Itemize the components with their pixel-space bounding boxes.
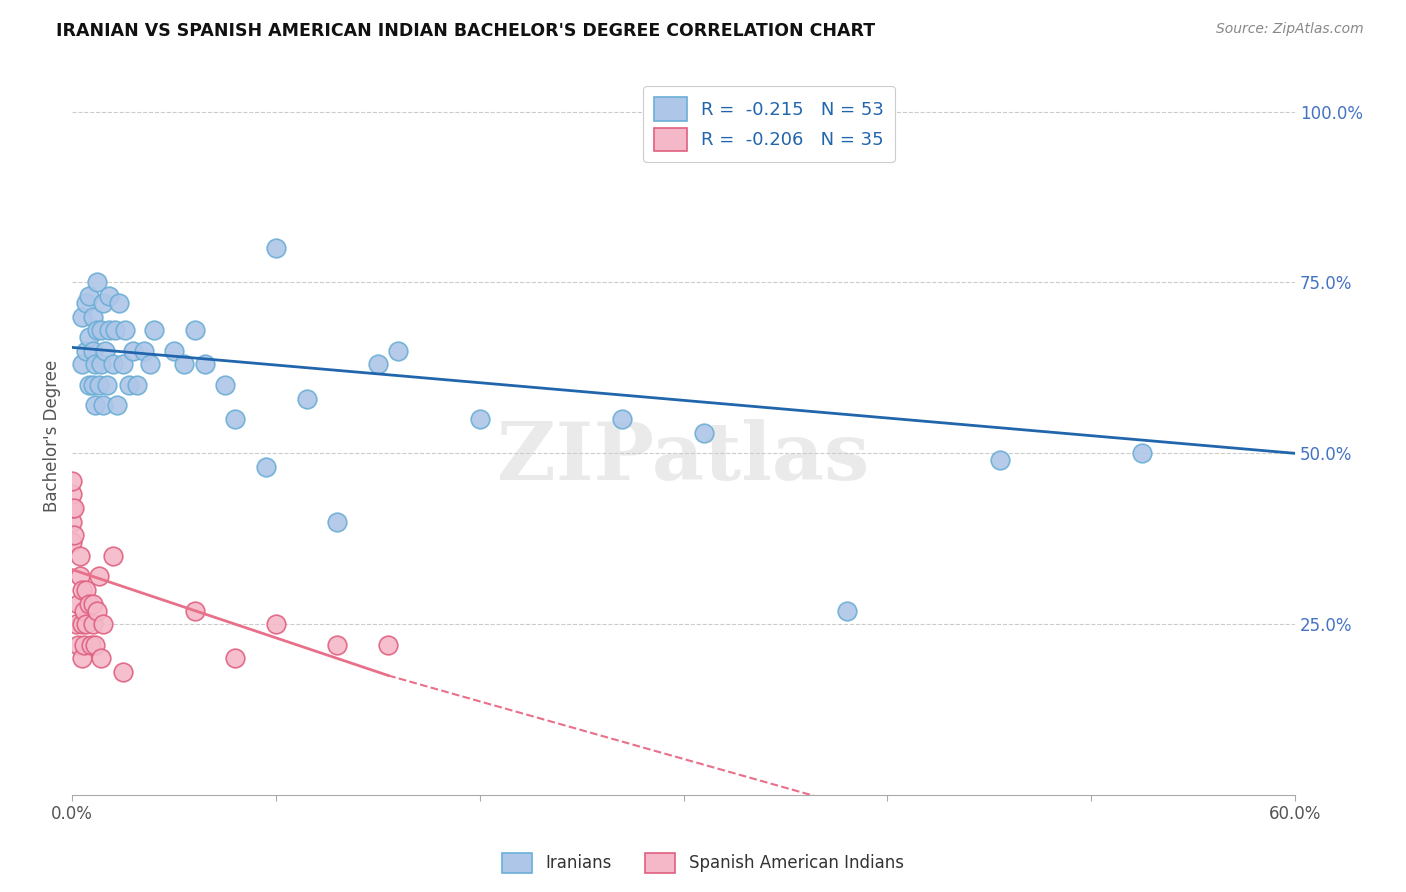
- Point: [468, 412, 491, 426]
- Point: [138, 358, 160, 372]
- Point: [264, 241, 287, 255]
- Point: [77, 330, 100, 344]
- Point: [67, 638, 90, 652]
- Point: [76, 582, 98, 597]
- Point: [63, 528, 86, 542]
- Point: [612, 412, 634, 426]
- Point: [82, 310, 104, 324]
- Point: [183, 323, 205, 337]
- Point: [76, 343, 98, 358]
- Point: [142, 323, 165, 337]
- Point: [183, 603, 205, 617]
- Point: [67, 597, 90, 611]
- Point: [118, 378, 141, 392]
- Point: [194, 358, 217, 372]
- Point: [69, 549, 91, 563]
- Text: ZIPatlas: ZIPatlas: [498, 418, 870, 497]
- Point: [76, 296, 98, 310]
- Point: [94, 343, 117, 358]
- Text: Source: ZipAtlas.com: Source: ZipAtlas.com: [1216, 22, 1364, 37]
- Point: [835, 603, 858, 617]
- Point: [988, 453, 1011, 467]
- Point: [65, 617, 87, 632]
- Legend: Iranians, Spanish American Indians: Iranians, Spanish American Indians: [496, 847, 910, 880]
- Point: [91, 617, 114, 632]
- Point: [76, 617, 98, 632]
- Point: [91, 399, 114, 413]
- Point: [90, 651, 112, 665]
- Point: [264, 617, 287, 632]
- Point: [224, 651, 246, 665]
- Point: [86, 603, 108, 617]
- Point: [101, 358, 124, 372]
- Point: [163, 343, 186, 358]
- Point: [60, 474, 83, 488]
- Point: [60, 515, 83, 529]
- Point: [60, 501, 83, 516]
- Point: [91, 296, 114, 310]
- Point: [224, 412, 246, 426]
- Legend: R =  -0.215   N = 53, R =  -0.206   N = 35: R = -0.215 N = 53, R = -0.206 N = 35: [643, 87, 894, 161]
- Point: [83, 358, 105, 372]
- Point: [105, 399, 128, 413]
- Point: [387, 343, 409, 358]
- Point: [114, 323, 136, 337]
- Point: [82, 343, 104, 358]
- Point: [86, 276, 108, 290]
- Point: [82, 597, 104, 611]
- Point: [82, 378, 104, 392]
- Point: [127, 378, 149, 392]
- Point: [104, 323, 127, 337]
- Y-axis label: Bachelor's Degree: Bachelor's Degree: [44, 360, 60, 512]
- Point: [1130, 446, 1153, 460]
- Point: [377, 638, 399, 652]
- Text: IRANIAN VS SPANISH AMERICAN INDIAN BACHELOR'S DEGREE CORRELATION CHART: IRANIAN VS SPANISH AMERICAN INDIAN BACHE…: [56, 22, 876, 40]
- Point: [367, 358, 389, 372]
- Point: [77, 597, 100, 611]
- Point: [86, 323, 108, 337]
- Point: [60, 487, 83, 501]
- Point: [87, 378, 110, 392]
- Point: [87, 569, 110, 583]
- Point: [112, 358, 135, 372]
- Point: [96, 378, 118, 392]
- Point: [72, 358, 94, 372]
- Point: [326, 515, 349, 529]
- Point: [97, 323, 120, 337]
- Point: [214, 378, 236, 392]
- Point: [72, 651, 94, 665]
- Point: [72, 617, 94, 632]
- Point: [112, 665, 135, 679]
- Point: [83, 638, 105, 652]
- Point: [122, 343, 145, 358]
- Point: [326, 638, 349, 652]
- Point: [73, 638, 96, 652]
- Point: [77, 289, 100, 303]
- Point: [79, 638, 101, 652]
- Point: [60, 535, 83, 549]
- Point: [90, 323, 112, 337]
- Point: [73, 603, 96, 617]
- Point: [97, 289, 120, 303]
- Point: [72, 582, 94, 597]
- Point: [77, 378, 100, 392]
- Point: [693, 425, 716, 440]
- Point: [108, 296, 131, 310]
- Point: [72, 310, 94, 324]
- Point: [132, 343, 155, 358]
- Point: [90, 358, 112, 372]
- Point: [82, 617, 104, 632]
- Point: [63, 501, 86, 516]
- Point: [83, 399, 105, 413]
- Point: [173, 358, 195, 372]
- Point: [101, 549, 124, 563]
- Point: [254, 460, 277, 475]
- Point: [295, 392, 318, 406]
- Point: [69, 569, 91, 583]
